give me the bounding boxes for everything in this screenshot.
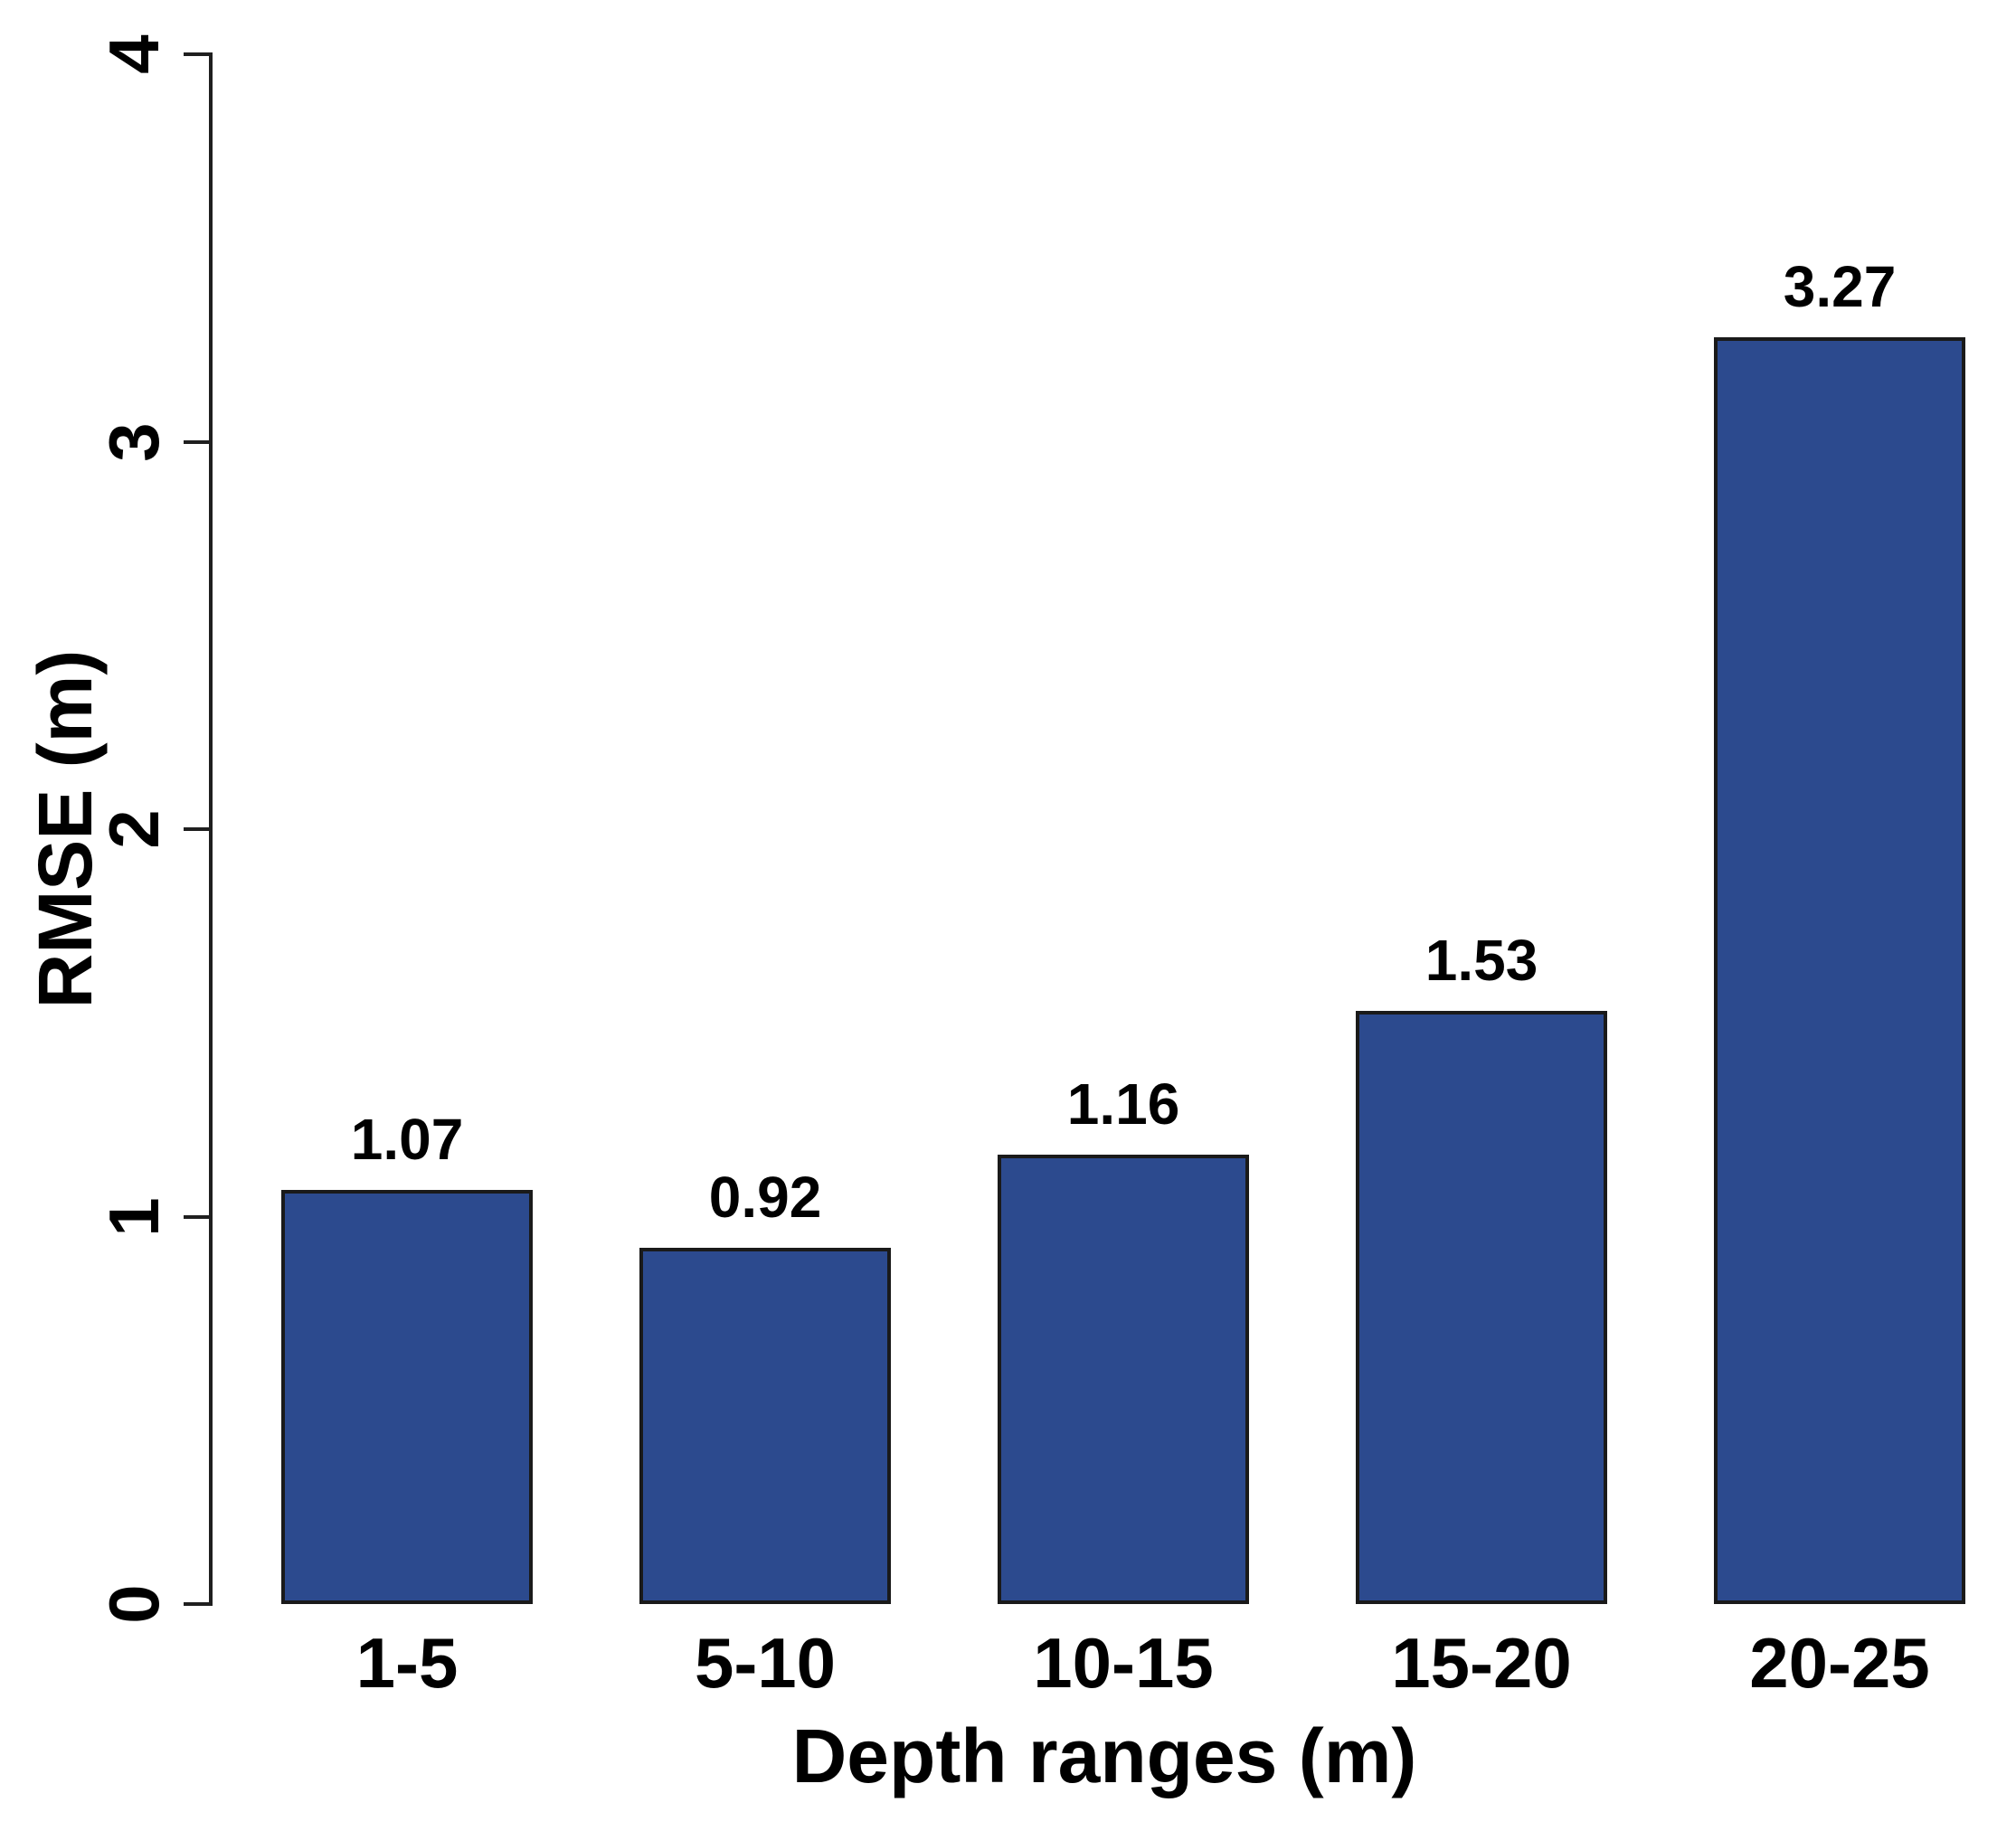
y-tick [184, 1214, 209, 1219]
y-tick-label: 0 [94, 1584, 174, 1624]
y-axis-line [209, 52, 213, 1606]
x-tick-label: 5-10 [694, 1623, 837, 1703]
y-tick [184, 827, 209, 831]
y-tick-label: 2 [94, 809, 174, 849]
x-tick-label: 20-25 [1749, 1623, 1930, 1703]
bar [998, 1154, 1249, 1604]
y-axis-title: RMSE (m) [23, 649, 108, 1009]
x-tick-label: 1-5 [355, 1623, 459, 1703]
bar [639, 1247, 891, 1604]
bar-value-label: 0.92 [708, 1164, 822, 1230]
y-tick [184, 1602, 209, 1606]
bar-value-label: 1.07 [350, 1106, 464, 1172]
y-tick [184, 439, 209, 444]
x-tick-label: 15-20 [1391, 1623, 1572, 1703]
bar-value-label: 3.27 [1783, 253, 1897, 319]
bar [1714, 336, 1965, 1604]
bar [1356, 1011, 1607, 1604]
x-axis-title: Depth ranges (m) [791, 1713, 1417, 1798]
y-tick [184, 52, 209, 56]
y-tick-label: 3 [94, 421, 174, 462]
bar [281, 1189, 533, 1604]
bar-value-label: 1.53 [1424, 928, 1538, 994]
y-tick-label: 4 [94, 34, 174, 74]
x-tick-label: 10-15 [1033, 1623, 1214, 1703]
y-tick-label: 1 [94, 1196, 174, 1237]
bar-value-label: 1.16 [1066, 1071, 1180, 1137]
